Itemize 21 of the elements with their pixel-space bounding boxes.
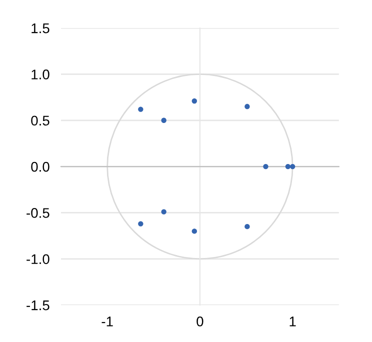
- point: [290, 164, 296, 170]
- y-tick-label: 1.0: [32, 70, 50, 80]
- point: [285, 164, 291, 170]
- point: [192, 98, 197, 104]
- point: [244, 224, 250, 230]
- y-tick-label: 0.5: [31, 116, 50, 126]
- point: [192, 228, 197, 234]
- point: [161, 118, 166, 123]
- point: [138, 221, 144, 226]
- y-tick-label: -0.5: [26, 208, 50, 218]
- point: [138, 106, 144, 112]
- x-tick-label: 1: [290, 316, 296, 326]
- point: [244, 104, 250, 110]
- point: [161, 209, 166, 214]
- point: [263, 164, 268, 170]
- y-tick-label: 1.5: [32, 24, 50, 34]
- y-tick-label: -1.0: [26, 254, 50, 264]
- x-tick-label: 0: [196, 316, 204, 326]
- x-tick-label: -1: [102, 316, 113, 326]
- y-tick-label: -1.5: [26, 300, 50, 310]
- y-tick-label: 0.0: [31, 162, 50, 172]
